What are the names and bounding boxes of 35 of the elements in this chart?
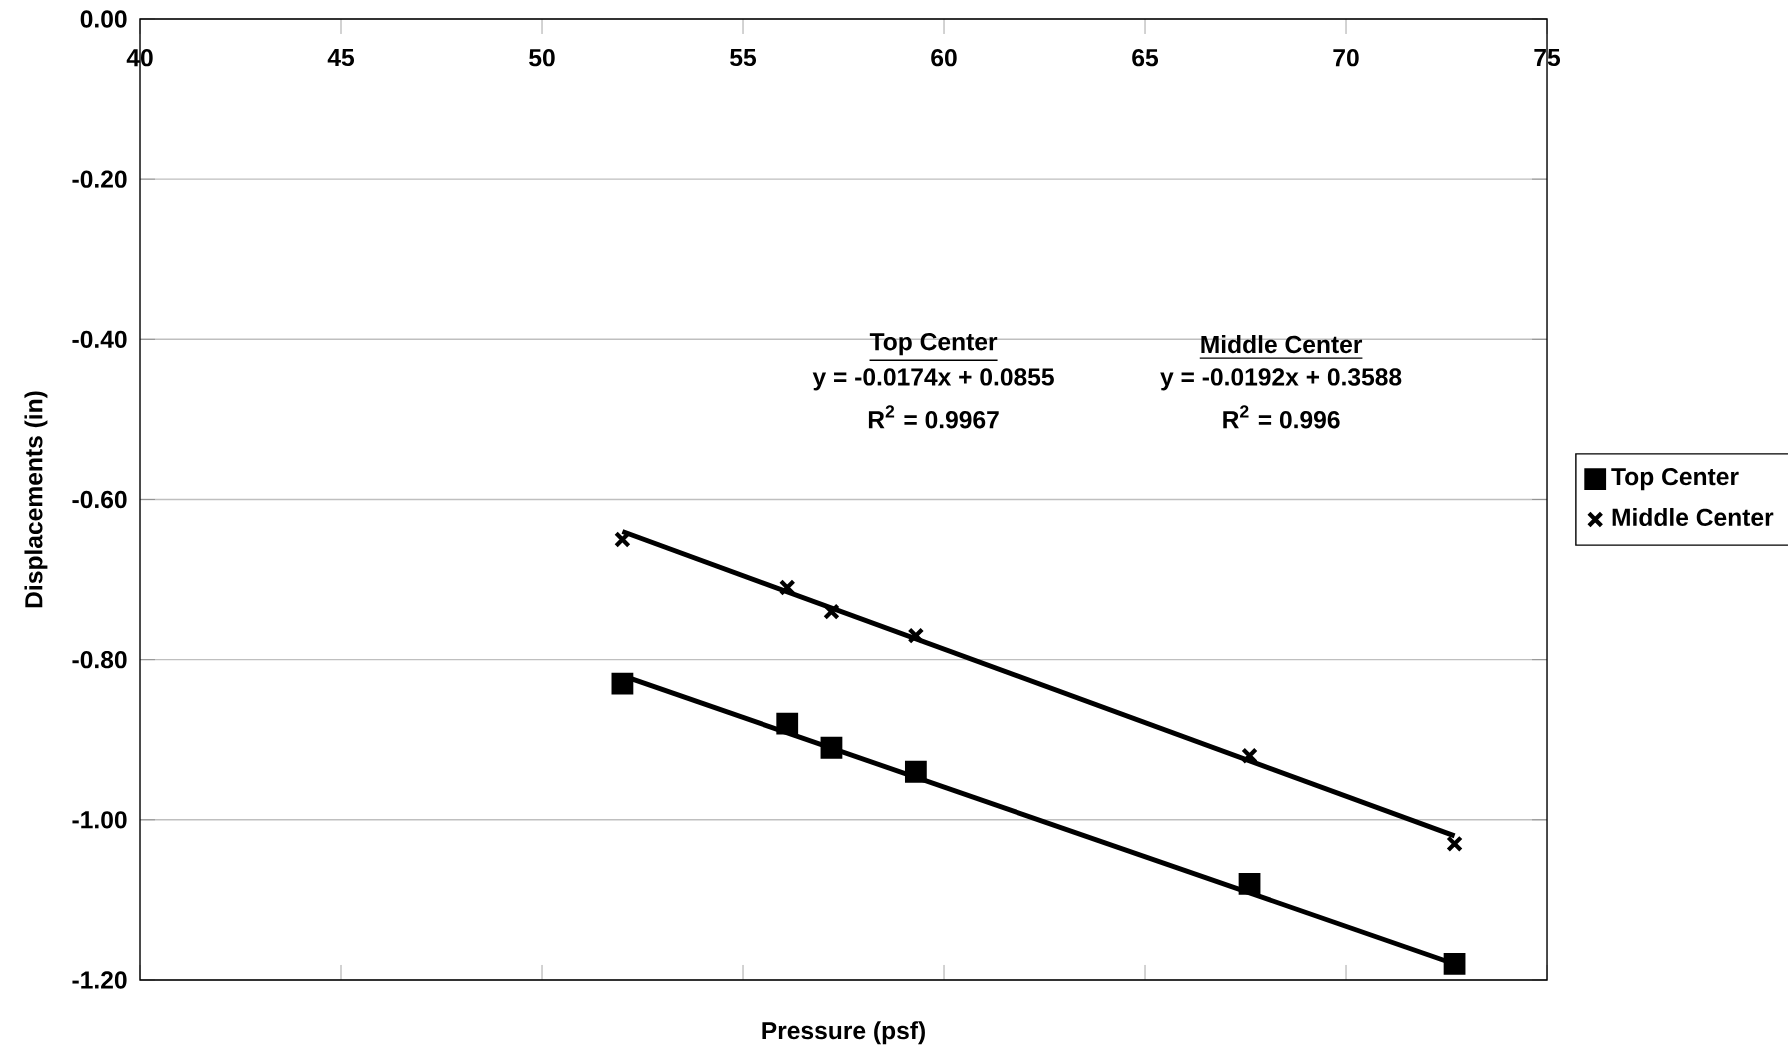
annotation: R$^{2}$ = 0.9967: [868, 405, 999, 429]
y-tick-label: -0.40: [72, 330, 127, 348]
annotation: R$^{2}$ = 0.996: [1223, 405, 1340, 429]
y-tick-label: -1.00: [72, 811, 127, 829]
legend-label: Middle Center: [1612, 507, 1774, 526]
legend-label: Top Center: [1611, 467, 1739, 491]
point: [778, 579, 796, 596]
point: [1238, 872, 1261, 895]
annotation: y = -0.0174x + 0.0855: [812, 368, 1054, 391]
x-tick-label: 70: [1333, 49, 1359, 67]
x-tick-label: 60: [931, 49, 957, 67]
point: [611, 672, 634, 695]
annotation: Middle Center: [1201, 335, 1363, 354]
y-axis-title: Displacements (in): [24, 391, 48, 608]
x-tick-label: 45: [327, 48, 355, 67]
point: [823, 603, 840, 620]
x-tick-label: 55: [730, 48, 757, 67]
y-tick-label: -0.20: [72, 170, 127, 188]
y-tick-label: -0.60: [72, 490, 127, 509]
annotation: y = -0.0192x + 0.3588: [1160, 368, 1402, 391]
point: [776, 712, 799, 735]
y-tick-label: -1.20: [72, 971, 127, 989]
point: [1241, 747, 1258, 765]
point: [820, 736, 843, 759]
point: [1443, 953, 1466, 975]
x-axis-title: Pressure (psf): [762, 1021, 925, 1045]
point: [904, 760, 927, 783]
point: [614, 531, 631, 548]
point: [1446, 835, 1463, 853]
y-tick-label: -0.80: [72, 650, 127, 669]
x-tick-label: 65: [1132, 49, 1159, 67]
point: [907, 627, 925, 644]
x-tick-label: 50: [529, 49, 555, 67]
y-tick-label: 0.00: [80, 10, 127, 28]
annotation: Top Center: [869, 333, 998, 356]
